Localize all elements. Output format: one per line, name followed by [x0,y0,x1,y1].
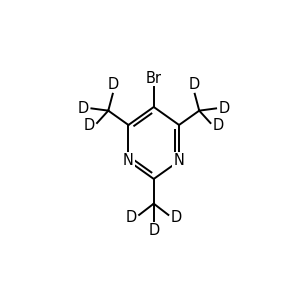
Text: N: N [174,154,184,168]
Text: D: D [171,210,182,225]
Text: D: D [218,101,230,116]
Text: D: D [126,210,137,225]
Text: D: D [148,223,159,238]
Text: D: D [107,77,118,91]
Text: D: D [83,118,95,133]
Text: Br: Br [146,71,162,86]
Text: N: N [123,154,134,168]
Text: D: D [78,101,89,116]
Text: D: D [189,77,200,91]
Text: D: D [213,118,224,133]
